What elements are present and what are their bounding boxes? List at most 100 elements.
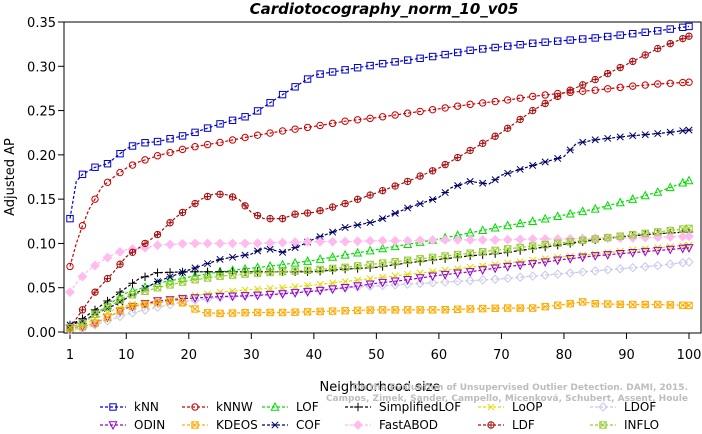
data-point <box>254 285 262 293</box>
data-point <box>427 235 438 245</box>
data-point <box>590 203 600 213</box>
data-point <box>353 195 362 204</box>
data-point <box>216 288 224 296</box>
data-point <box>329 279 337 287</box>
data-point <box>353 420 363 430</box>
data-point <box>503 262 513 272</box>
data-point <box>403 56 412 64</box>
data-point <box>291 308 299 316</box>
legend-label: LoOP <box>512 400 543 414</box>
data-point <box>616 63 624 72</box>
data-point <box>541 158 549 166</box>
legend-label: LOF <box>296 400 319 414</box>
data-point <box>153 230 162 239</box>
data-point <box>416 54 424 63</box>
data-point <box>528 304 537 312</box>
data-point <box>341 117 349 125</box>
data-point <box>366 61 374 70</box>
data-point <box>378 59 387 68</box>
data-point <box>303 256 313 265</box>
data-point <box>328 285 338 295</box>
data-point <box>453 305 462 314</box>
data-point <box>365 280 375 290</box>
data-point <box>591 235 599 243</box>
data-point <box>391 111 399 119</box>
data-point <box>391 257 399 266</box>
data-point <box>478 266 488 276</box>
data-point <box>390 241 400 251</box>
data-point <box>528 260 538 269</box>
series-layer <box>65 22 694 335</box>
data-point <box>679 301 687 309</box>
data-point <box>191 421 199 429</box>
data-point <box>441 266 449 274</box>
data-point <box>216 272 224 280</box>
data-point <box>279 284 287 292</box>
y-tick-label: 0.35 <box>27 16 56 31</box>
data-point <box>241 113 249 121</box>
data-point <box>116 168 124 177</box>
data-point <box>428 52 437 61</box>
data-point <box>629 231 637 239</box>
data-point <box>665 231 676 242</box>
y-tick-label: 0.05 <box>27 282 56 297</box>
data-point <box>615 250 625 259</box>
series-line <box>69 179 690 329</box>
data-point <box>277 237 288 248</box>
data-point <box>116 296 124 304</box>
data-point <box>290 289 300 298</box>
data-point <box>203 192 212 201</box>
data-point <box>641 51 649 59</box>
data-point <box>228 116 237 125</box>
data-point <box>487 403 495 411</box>
data-point <box>566 238 574 246</box>
data-point <box>579 298 587 306</box>
data-point <box>540 213 550 223</box>
data-point <box>241 270 249 278</box>
data-point <box>684 175 694 185</box>
data-point <box>453 153 462 162</box>
data-point <box>316 280 324 288</box>
series-odin <box>65 244 694 334</box>
data-point <box>527 234 538 244</box>
data-point <box>127 308 138 318</box>
data-point <box>77 323 88 334</box>
data-point <box>140 305 150 315</box>
data-point <box>315 286 325 296</box>
data-point <box>640 247 650 257</box>
data-point <box>252 238 263 249</box>
data-point <box>365 236 376 246</box>
data-point <box>616 232 624 240</box>
data-point <box>503 42 512 50</box>
data-point <box>278 308 287 317</box>
data-point <box>685 78 693 86</box>
data-point <box>140 272 150 281</box>
data-point <box>240 238 250 249</box>
data-point <box>203 309 212 317</box>
series-kdeos <box>66 297 693 333</box>
data-point <box>378 259 387 267</box>
data-point <box>590 266 600 276</box>
data-point <box>291 283 299 291</box>
data-point <box>403 256 412 264</box>
data-point <box>678 244 688 254</box>
data-point <box>378 278 388 288</box>
data-point <box>103 274 112 283</box>
legend-item: FastABOD <box>345 418 438 432</box>
data-point <box>140 242 150 253</box>
data-point <box>291 244 299 252</box>
data-point <box>278 214 287 223</box>
data-point <box>415 278 425 289</box>
data-point <box>228 292 238 302</box>
data-point <box>266 308 274 317</box>
data-point <box>466 249 474 257</box>
data-point <box>403 239 413 249</box>
data-point <box>203 124 212 132</box>
data-point <box>353 116 362 124</box>
data-point <box>591 34 599 42</box>
data-point <box>685 126 693 134</box>
data-point <box>215 292 225 302</box>
data-point <box>78 319 87 327</box>
data-point <box>103 303 112 311</box>
data-point <box>153 152 162 160</box>
